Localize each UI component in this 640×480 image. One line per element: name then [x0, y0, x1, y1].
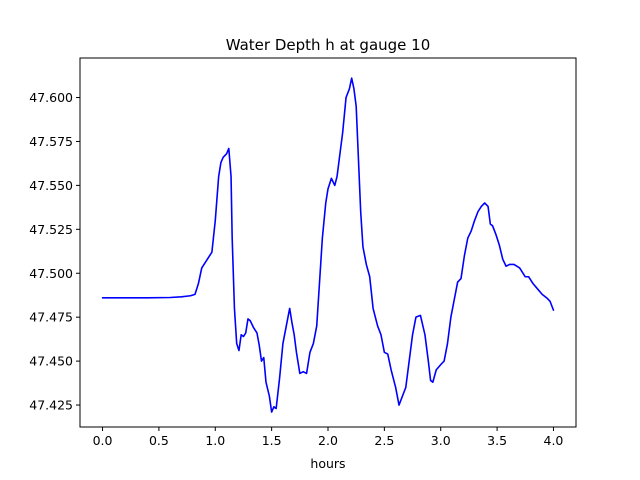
x-tick-label: 0.5 [149, 433, 169, 448]
axes-frame [79, 57, 577, 428]
y-tick-label: 47.450 [29, 354, 73, 369]
y-tick-label: 47.575 [29, 134, 73, 149]
y-tick-label: 47.500 [29, 266, 73, 281]
series-line-water-depth [101, 77, 555, 413]
x-tick-label: 3.0 [431, 433, 451, 448]
y-tick-label: 47.600 [29, 90, 73, 105]
x-tick-label: 4.0 [544, 433, 564, 448]
y-tick-label: 47.525 [29, 222, 73, 237]
x-tick-label: 0.0 [93, 433, 113, 448]
x-axis-ticks: 0.0 0.5 1.0 1.5 2.0 2.5 3.0 3.5 4.0 [93, 427, 564, 448]
x-tick-label: 1.0 [205, 433, 225, 448]
chart-title: Water Depth h at gauge 10 [226, 36, 431, 54]
x-tick-label: 2.5 [374, 433, 394, 448]
x-axis-label: hours [310, 456, 345, 471]
x-tick-label: 2.0 [318, 433, 338, 448]
y-tick-label: 47.475 [29, 310, 73, 325]
x-tick-label: 3.5 [487, 433, 507, 448]
y-axis-ticks: 47.425 47.450 47.475 47.500 47.525 47.550 47.5… [29, 90, 80, 413]
x-tick-label: 1.5 [262, 433, 282, 448]
y-tick-label: 47.550 [29, 178, 73, 193]
y-tick-label: 47.425 [29, 398, 73, 413]
plot-area [101, 77, 555, 413]
